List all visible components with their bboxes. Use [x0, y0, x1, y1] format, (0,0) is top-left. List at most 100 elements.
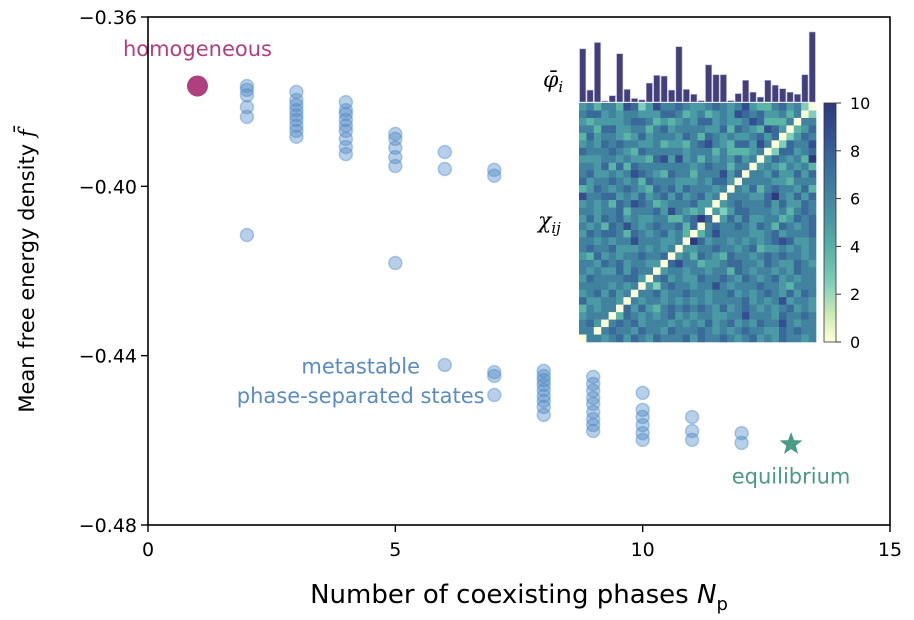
heatmap-cell — [645, 162, 654, 171]
heatmap-cell — [630, 170, 639, 178]
heatmap-cell — [675, 274, 683, 283]
heatmap-cell — [653, 207, 661, 216]
heatmap-cell — [778, 244, 787, 253]
metastable-state-point — [684, 409, 700, 425]
heatmap-cell — [734, 177, 743, 186]
metastable-state-point — [338, 112, 354, 128]
heatmap-cell — [593, 334, 602, 343]
heatmap-cell — [586, 177, 595, 186]
heatmap-cell — [764, 192, 772, 201]
heatmap-cell — [719, 222, 728, 231]
heatmap-cell — [727, 170, 735, 178]
heatmap-cell — [660, 207, 669, 216]
heatmap-cell — [771, 110, 780, 119]
heatmap-cell — [601, 185, 609, 193]
heatmap-cell — [601, 229, 609, 238]
heatmap-cell — [778, 282, 787, 291]
heatmap-cell — [778, 289, 787, 298]
heatmap-cell — [623, 244, 632, 253]
heatmap-cell — [793, 252, 802, 261]
heatmap-cell — [593, 185, 602, 193]
heatmap-cell — [727, 215, 735, 223]
heatmap-cell — [630, 334, 639, 343]
heatmap-cell — [586, 192, 595, 201]
phi-bar — [705, 64, 713, 103]
heatmap-cell — [645, 222, 654, 231]
heatmap-cell — [778, 192, 787, 201]
heatmap-cell — [764, 170, 772, 178]
heatmap-cell — [801, 267, 809, 276]
heatmap-cell — [749, 289, 758, 298]
heatmap-cell — [586, 229, 595, 238]
heatmap-cell — [764, 259, 772, 268]
heatmap-cell — [616, 170, 624, 178]
heatmap-cell — [771, 312, 780, 320]
heatmap-cell — [712, 237, 721, 246]
heatmap-cell — [638, 103, 646, 111]
heatmap-cell — [660, 237, 669, 246]
heatmap-cell — [697, 289, 706, 298]
heatmap-cell — [734, 259, 743, 268]
heatmap-cell — [697, 103, 706, 111]
heatmap-cell — [630, 259, 639, 268]
heatmap-cell — [793, 229, 802, 238]
heatmap-cell — [741, 297, 750, 305]
heatmap-cell — [623, 140, 632, 149]
heatmap-cell — [756, 304, 765, 313]
heatmap-cell — [764, 132, 772, 141]
heatmap-cell — [734, 207, 743, 216]
heatmap-cell — [645, 304, 654, 313]
heatmap-cell — [741, 229, 750, 238]
heatmap-cell — [734, 125, 743, 134]
heatmap-cell — [727, 132, 735, 141]
heatmap-cell — [608, 252, 617, 261]
heatmap-cell — [608, 155, 617, 164]
heatmap-cell — [734, 215, 743, 223]
heatmap-cell — [808, 312, 817, 320]
heatmap-cell — [638, 155, 646, 164]
heatmap-cell — [667, 319, 676, 328]
heatmap-cell — [623, 297, 632, 305]
heatmap-cell — [756, 103, 765, 111]
heatmap-cell — [623, 132, 632, 141]
heatmap-cell — [801, 274, 809, 283]
heatmap-cell — [660, 274, 669, 283]
heatmap-cell — [778, 274, 787, 283]
heatmap-cell — [638, 282, 646, 291]
heatmap-cell — [638, 259, 646, 268]
heatmap-cell — [801, 192, 809, 201]
heatmap-cell — [793, 297, 802, 305]
heatmap-cell — [579, 334, 587, 343]
heatmap-cell — [690, 140, 698, 149]
heatmap-cell — [697, 274, 706, 283]
heatmap-cell — [645, 103, 654, 111]
metastable-state-point — [585, 423, 601, 439]
heatmap-cell — [660, 155, 669, 164]
heatmap-cell — [749, 132, 758, 141]
heatmap-cell — [808, 185, 817, 193]
heatmap-cell — [660, 304, 669, 313]
metastable-state-point — [239, 227, 255, 243]
heatmap-cell — [808, 147, 817, 156]
heatmap-cell — [675, 297, 683, 305]
heatmap-cell — [653, 304, 661, 313]
heatmap-cell — [727, 185, 735, 193]
heatmap-cell — [690, 289, 698, 298]
metastable-state-point — [239, 99, 255, 115]
y-axis-label: Mean free energy density f̄ — [13, 125, 39, 413]
metastable-state-point — [536, 368, 551, 384]
heatmap-cell — [719, 319, 728, 328]
heatmap-cell — [719, 117, 728, 126]
heatmap-cell — [697, 117, 706, 126]
heatmap-cell — [645, 289, 654, 298]
heatmap-cell — [793, 222, 802, 231]
x-tick-label: 15 — [878, 539, 902, 561]
heatmap-cell — [734, 132, 743, 141]
heatmap-cell — [690, 259, 698, 268]
heatmap-cell — [786, 259, 795, 268]
heatmap-cell — [682, 282, 691, 291]
heatmap-cell — [645, 297, 654, 305]
heatmap-cell — [704, 103, 713, 111]
heatmap-cell — [682, 147, 691, 156]
heatmap-cell — [616, 207, 624, 216]
